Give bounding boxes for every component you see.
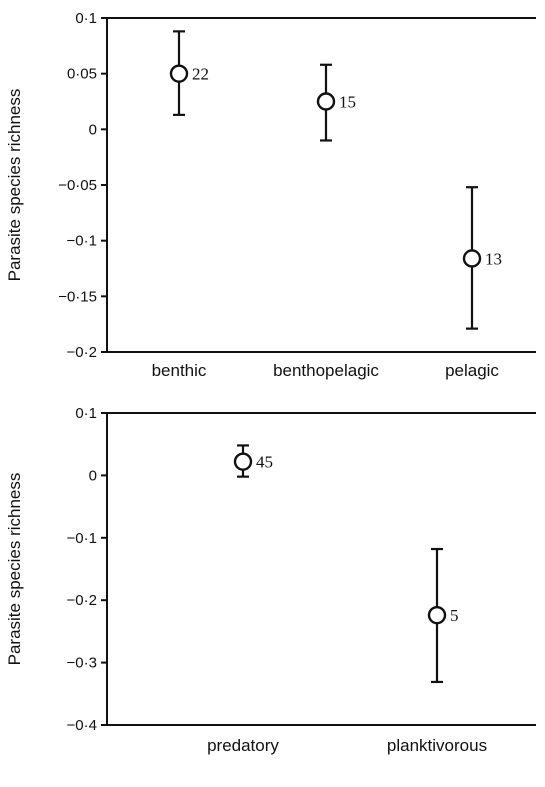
data-point [427,605,447,625]
chart-bottom-panel: 0·1 0 −0·1 −0·2 −0·3 −0·4 Parasite species ric… [5,405,536,755]
sample-size-label: 22 [192,65,209,84]
y-tick-label: −0·4 [67,717,97,734]
y-tick-label: −0·05 [58,177,97,194]
y-tick-label: 0·05 [67,66,97,83]
sample-size-label: 13 [485,249,502,268]
x-category-label: predatory [207,736,279,755]
y-tick-label: 0·1 [75,405,97,422]
y-tick-label: 0 [89,121,97,138]
y-tick-label: 0·1 [75,10,97,27]
x-category-label: planktivorous [387,736,487,755]
data-point [233,452,253,471]
y-tick-label: −0·15 [58,288,97,305]
data-point [169,64,189,83]
sample-size-label: 5 [450,606,459,625]
y-tick-label: −0·1 [67,233,97,250]
y-axis-label: Parasite species richness [5,89,24,282]
sample-size-label: 15 [339,93,356,112]
x-category-label: benthopelagic [273,361,379,380]
x-category-label: benthic [152,361,207,380]
sample-size-label: 45 [256,453,273,472]
y-tick-label: −0·2 [67,592,97,609]
y-tick-label: −0·2 [67,344,97,361]
y-tick-label: −0·3 [67,655,97,672]
data-point [462,249,482,268]
chart-top-panel: 0·1 0·05 0 −0·05 −0·1 −0·15 −0·2 Parasite speci… [5,10,536,380]
y-tick-label: 0 [89,467,97,484]
data-point [316,92,336,111]
y-axis-label: Parasite species richness [5,473,24,666]
x-category-label: pelagic [445,361,499,380]
y-tick-label: −0·1 [67,530,97,547]
